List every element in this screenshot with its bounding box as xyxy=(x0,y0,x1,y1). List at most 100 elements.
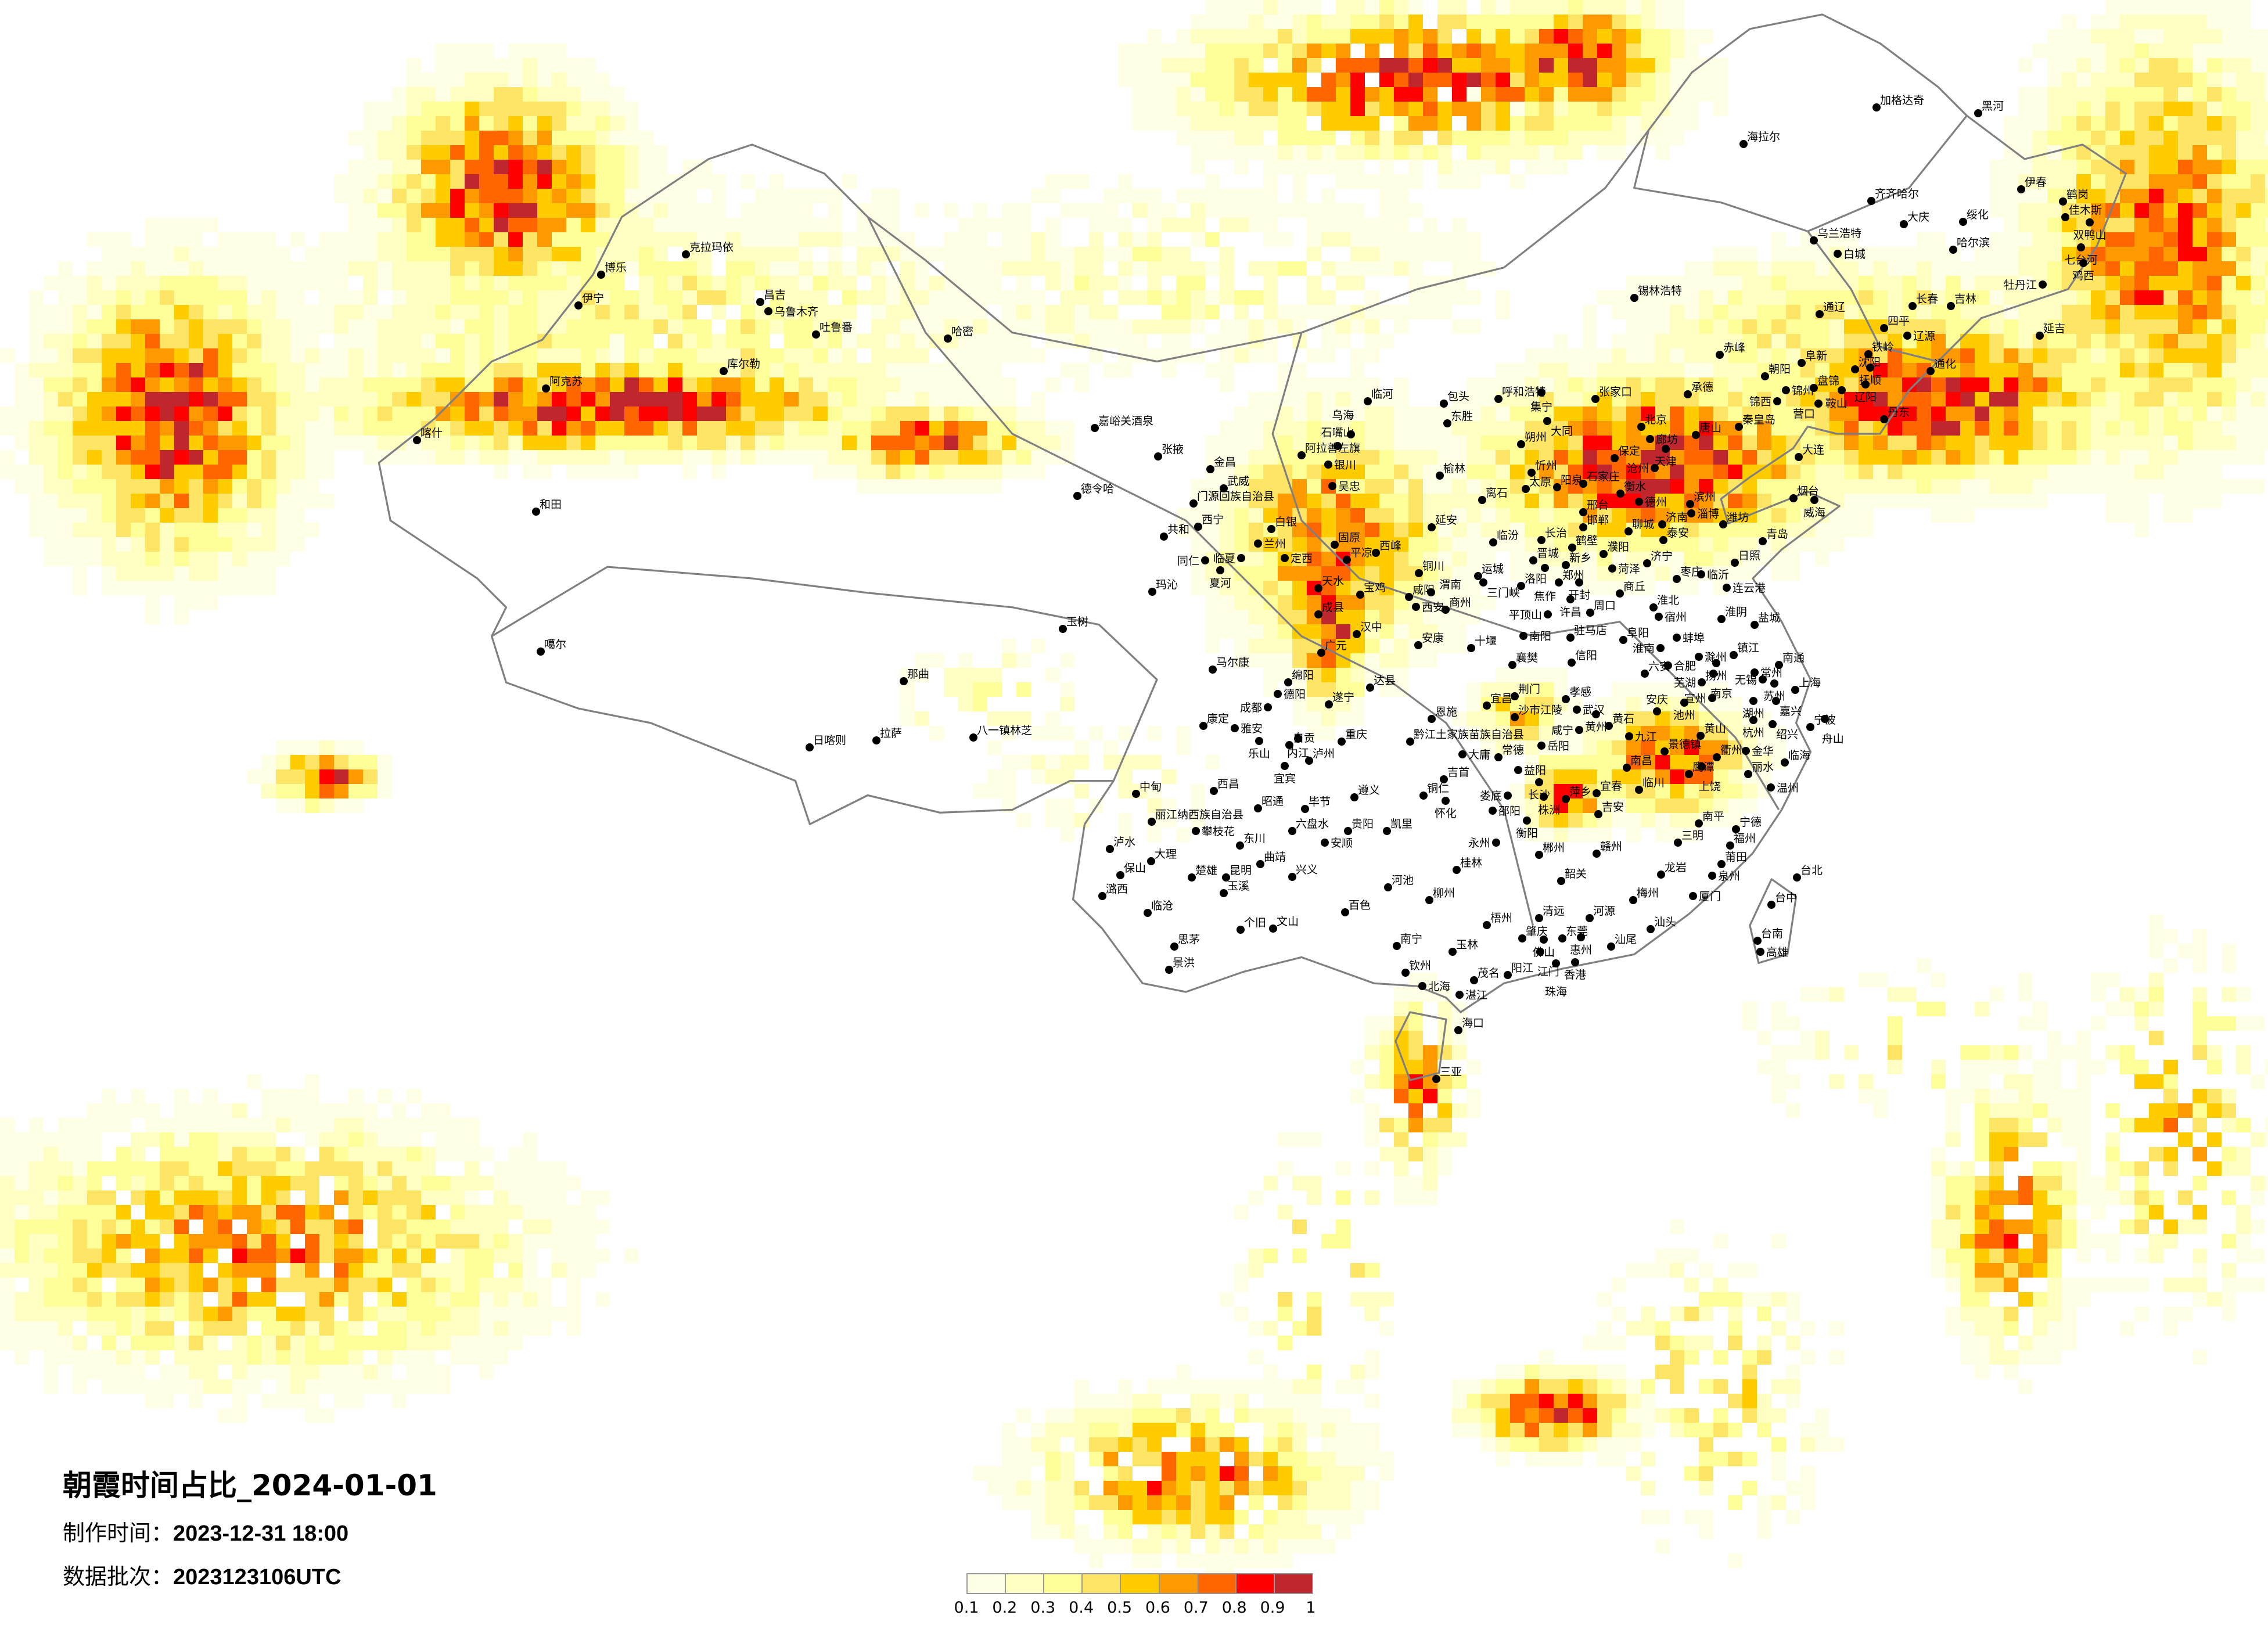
heat-cell xyxy=(1989,276,2004,290)
heat-cell xyxy=(2236,421,2251,436)
heat-cell xyxy=(1234,116,1249,131)
heat-cell xyxy=(2149,44,2163,58)
heat-cell xyxy=(2149,116,2163,131)
heat-cell xyxy=(1583,305,1597,319)
heat-cell xyxy=(305,1220,319,1234)
heat-cell xyxy=(537,348,552,363)
heat-cell xyxy=(1481,160,1496,174)
heat-cell xyxy=(1336,58,1350,73)
heat-cell xyxy=(2004,421,2018,436)
heat-cell xyxy=(886,421,900,436)
heat-cell xyxy=(1597,450,1612,465)
heat-cell xyxy=(1394,102,1408,116)
heat-cell xyxy=(1931,1002,1946,1016)
heat-cell xyxy=(189,1118,203,1132)
heat-cell xyxy=(784,261,799,276)
heat-cell xyxy=(1379,58,1394,73)
heat-cell xyxy=(1365,1031,1379,1045)
heat-cell xyxy=(2207,102,2222,116)
heat-cell xyxy=(131,305,145,319)
heat-cell xyxy=(392,1161,407,1176)
heat-cell xyxy=(2018,305,2033,319)
heat-cell xyxy=(378,436,392,450)
heat-cell xyxy=(1597,348,1612,363)
heat-cell xyxy=(900,421,915,436)
heat-cell xyxy=(523,276,537,290)
heat-cell xyxy=(1437,1118,1452,1132)
heat-cell xyxy=(218,348,232,363)
heat-cell xyxy=(2091,319,2105,334)
heat-cell xyxy=(348,232,363,247)
heat-cell xyxy=(1946,1089,1960,1103)
heat-cell xyxy=(1394,1132,1408,1147)
heat-cell xyxy=(1249,595,1263,610)
heat-cell xyxy=(363,261,378,276)
heat-cell xyxy=(436,247,450,261)
heat-cell xyxy=(1989,1176,2004,1190)
heat-cell xyxy=(2134,0,2149,15)
heat-cell xyxy=(2163,363,2178,377)
heat-cell xyxy=(1002,261,1016,276)
heat-cell xyxy=(828,348,842,363)
heat-cell xyxy=(1394,479,1408,494)
heat-cell xyxy=(1742,348,1757,363)
heat-cell xyxy=(1278,595,1292,610)
heat-cell xyxy=(1307,87,1321,102)
heat-cell xyxy=(755,406,770,421)
heat-cell xyxy=(987,450,1002,465)
heat-cell xyxy=(1612,436,1626,450)
heat-cell xyxy=(1467,436,1481,450)
heat-cell xyxy=(900,711,915,726)
heat-cell xyxy=(1365,653,1379,668)
heat-cell xyxy=(1133,87,1147,102)
heat-cell xyxy=(1655,348,1670,363)
heat-cell xyxy=(73,421,87,436)
heat-cell xyxy=(1989,479,2004,494)
heat-cell xyxy=(1191,290,1205,305)
heat-cell xyxy=(1626,450,1641,465)
heat-cell xyxy=(2047,348,2062,363)
heat-cell xyxy=(392,377,407,392)
heat-cell xyxy=(494,261,508,276)
heat-cell xyxy=(1249,392,1263,406)
heat-cell xyxy=(2076,174,2091,189)
heat-cell xyxy=(1815,334,1830,348)
heat-cell xyxy=(450,145,465,160)
heat-cell xyxy=(203,334,218,348)
heat-cell xyxy=(697,348,711,363)
heat-cell xyxy=(566,203,581,218)
heat-cell xyxy=(1408,1089,1423,1103)
heat-cell xyxy=(1394,145,1408,160)
heat-cell xyxy=(2236,1205,2251,1220)
heat-cell xyxy=(1873,973,1888,987)
heat-cell xyxy=(479,44,494,58)
heat-cell xyxy=(595,174,610,189)
heat-cell xyxy=(392,1205,407,1220)
heat-cell xyxy=(1742,276,1757,290)
heat-cell xyxy=(247,421,261,436)
heat-cell xyxy=(1554,334,1568,348)
heat-cell xyxy=(160,232,174,247)
heat-cell xyxy=(1365,102,1379,116)
heat-cell xyxy=(1278,494,1292,508)
heat-cell xyxy=(2120,189,2134,203)
heat-cell xyxy=(639,218,653,232)
heat-cell xyxy=(1162,73,1176,87)
heat-cell xyxy=(0,1205,15,1220)
heat-cell xyxy=(1016,290,1031,305)
heat-cell xyxy=(2163,1103,2178,1118)
heat-cell xyxy=(1162,290,1176,305)
heat-cell xyxy=(653,450,668,465)
heat-cell xyxy=(1670,58,1684,73)
heat-cell xyxy=(261,537,276,552)
heat-cell xyxy=(799,232,813,247)
heat-cell xyxy=(842,261,857,276)
heat-cell xyxy=(944,290,958,305)
heat-cell xyxy=(290,465,305,479)
heat-cell xyxy=(1626,436,1641,450)
heat-cell xyxy=(929,450,944,465)
heat-cell xyxy=(668,261,682,276)
heat-cell xyxy=(1394,465,1408,479)
heat-cell xyxy=(886,290,900,305)
heat-cell xyxy=(348,1176,363,1190)
